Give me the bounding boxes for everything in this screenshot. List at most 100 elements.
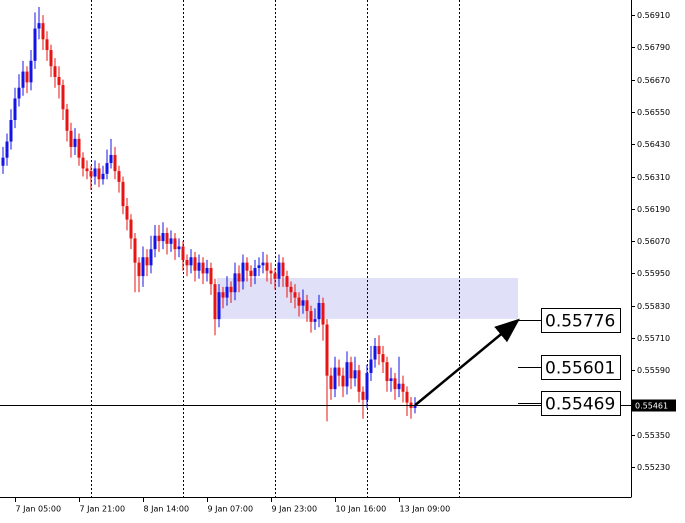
candle-body	[233, 273, 237, 293]
y-tick-label: 0.55830	[637, 302, 670, 311]
candle-body	[365, 372, 369, 400]
candle-body	[257, 265, 261, 269]
candle-body	[85, 168, 89, 172]
y-tick-label: 0.55950	[637, 269, 670, 278]
candle-body	[105, 163, 109, 174]
candle-body	[1, 157, 5, 166]
candle-body	[385, 362, 389, 382]
candle-body	[45, 39, 49, 51]
candle-body	[25, 71, 29, 83]
candle-body	[165, 233, 169, 244]
y-tick-label: 0.56790	[637, 43, 670, 52]
candle-body	[229, 286, 233, 293]
candle-body	[317, 302, 321, 320]
y-tick-label: 0.56550	[637, 108, 670, 117]
candle-body	[37, 23, 41, 29]
candle-body	[49, 50, 53, 67]
candle-body	[301, 300, 305, 306]
candle-body	[81, 157, 85, 169]
candle-body	[149, 249, 153, 266]
candle-body	[41, 23, 45, 40]
y-tick-label: 0.56430	[637, 140, 670, 149]
candle-body	[281, 262, 285, 277]
candle-body	[109, 154, 113, 164]
candle-body	[53, 66, 57, 77]
candle-body	[201, 262, 205, 274]
candle-body	[181, 246, 185, 260]
candle-body	[77, 138, 81, 158]
candle-body	[373, 346, 377, 360]
candle-body	[321, 302, 325, 325]
candle-body	[241, 262, 245, 282]
candle-body	[309, 311, 313, 322]
candle-body	[157, 235, 161, 242]
x-tick-label: 7 Jan 21:00	[80, 505, 126, 514]
candle-body	[69, 130, 73, 147]
candle-body	[305, 300, 309, 312]
target-label: 0.55601	[545, 359, 615, 379]
candle-body	[65, 109, 69, 131]
candle-body	[273, 273, 277, 279]
candle-body	[265, 262, 269, 271]
candle-body	[225, 286, 229, 298]
candle-body	[73, 138, 77, 147]
candle-body	[333, 367, 337, 390]
price-label: 0.55461	[635, 402, 668, 411]
y-tick-label: 0.55710	[637, 334, 670, 343]
candle-body	[57, 76, 61, 86]
candle-body	[33, 28, 37, 61]
y-tick-label: 0.56070	[637, 237, 670, 246]
candle-body	[405, 391, 409, 403]
candle-body	[209, 268, 213, 285]
candle-body	[293, 292, 297, 298]
candle-body	[177, 246, 181, 250]
y-tick-label: 0.56190	[637, 205, 670, 214]
candle-body	[349, 362, 353, 379]
target-box	[541, 308, 621, 333]
candle-body	[285, 276, 289, 287]
candle-body	[129, 219, 133, 239]
candle-body	[341, 375, 345, 387]
candle-body	[97, 168, 101, 180]
candle-body	[21, 71, 25, 88]
candle-body	[213, 284, 217, 320]
candle-body	[397, 383, 401, 390]
x-tick-label: 8 Jan 14:00	[144, 505, 190, 514]
candle-body	[141, 257, 145, 277]
candle-body	[217, 292, 221, 320]
candle-body	[245, 262, 249, 271]
candle-body	[337, 367, 341, 376]
candle-body	[325, 324, 329, 376]
candle-body	[381, 354, 385, 363]
candle-body	[153, 235, 157, 250]
candle-body	[197, 262, 201, 271]
y-tick-label: 0.56310	[637, 173, 670, 182]
candle-body	[121, 181, 125, 207]
candle-body	[249, 270, 253, 277]
candle-body	[357, 370, 361, 392]
candle-body	[113, 154, 117, 172]
y-tick-label: 0.56910	[637, 11, 670, 20]
target-box	[541, 355, 621, 380]
candle-body	[125, 206, 129, 220]
candle-body	[369, 359, 373, 373]
x-tick-label: 7 Jan 05:00	[16, 505, 62, 514]
candle-body	[193, 257, 197, 271]
y-tick-label: 0.55590	[637, 366, 670, 375]
candle-body	[169, 238, 173, 244]
target-label: 0.55776	[545, 312, 615, 332]
candle-body	[277, 262, 281, 279]
candle-body	[93, 168, 97, 177]
candle-body	[221, 292, 225, 298]
candle-body	[101, 173, 105, 180]
candle-body	[361, 391, 365, 400]
candle-body	[13, 98, 17, 121]
candle-body	[61, 85, 65, 110]
candle-body	[137, 262, 141, 277]
candle-body	[261, 262, 265, 266]
x-tick-label: 9 Jan 23:00	[272, 505, 318, 514]
candle-body	[145, 257, 149, 266]
candle-body	[389, 378, 393, 382]
